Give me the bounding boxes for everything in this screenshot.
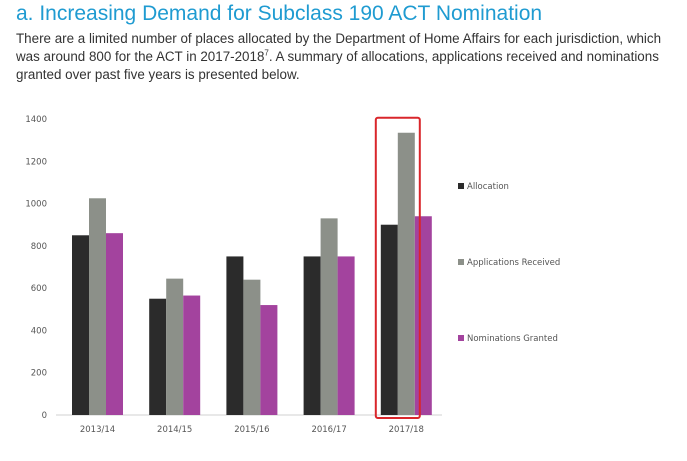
y-tick-label: 400: [31, 326, 47, 336]
y-tick-label: 200: [31, 369, 47, 379]
y-tick-label: 1200: [25, 157, 47, 167]
footnote-marker: 7: [264, 48, 269, 58]
intro-text-continued: . A summary of allocations, applications…: [16, 49, 659, 82]
x-tick-label: 2013/14: [80, 425, 115, 435]
legend-label: Nominations Granted: [467, 334, 558, 344]
bar-nominations-granted: [414, 216, 432, 415]
bar-applications-received: [320, 218, 338, 415]
x-tick-label: 2016/17: [311, 425, 346, 435]
y-tick-label: 800: [31, 242, 47, 252]
legend-swatch: [458, 183, 464, 189]
y-tick-label: 1400: [25, 115, 47, 125]
bar-nominations-granted: [183, 295, 201, 415]
y-tick-label: 0: [42, 411, 47, 421]
bar-nominations-granted: [260, 305, 278, 415]
x-tick-label: 2014/15: [157, 425, 192, 435]
highlight-box: [374, 116, 421, 419]
bar-allocation: [380, 224, 398, 415]
bar-nominations-granted: [337, 256, 355, 415]
x-tick-label: 2015/16: [234, 425, 269, 435]
bar-allocation: [226, 256, 244, 415]
legend-swatch: [458, 259, 464, 265]
y-tick-label: 600: [31, 284, 47, 294]
legend-label: Applications Received: [467, 258, 560, 268]
bar-allocation: [303, 256, 321, 415]
bar-applications-received: [166, 278, 184, 415]
legend-label: Allocation: [467, 182, 509, 192]
bar-allocation: [72, 235, 89, 415]
intro-text: There are a limited number of places all…: [16, 31, 662, 64]
bar-allocation: [149, 298, 167, 415]
section-heading: a. Increasing Demand for Subclass 190 AC…: [16, 2, 543, 25]
chart-svg: 0 200 400 600 800 1000 1200 1400 2013/14 2014/15 2…: [25, 115, 560, 435]
bar-applications-received: [89, 198, 106, 415]
intro-paragraph: There are a limited number of places all…: [16, 30, 684, 84]
bar-applications-received: [243, 279, 261, 415]
bar-chart: 0 200 400 600 800 1000 1200 1400 2013/14 2014/15 2…: [0, 103, 687, 461]
bar-applications-received: [397, 132, 415, 415]
y-tick-label: 1000: [25, 200, 47, 210]
bar-nominations-granted: [106, 233, 123, 415]
x-tick-label: 2017/18: [389, 425, 424, 435]
legend-swatch: [458, 335, 464, 341]
